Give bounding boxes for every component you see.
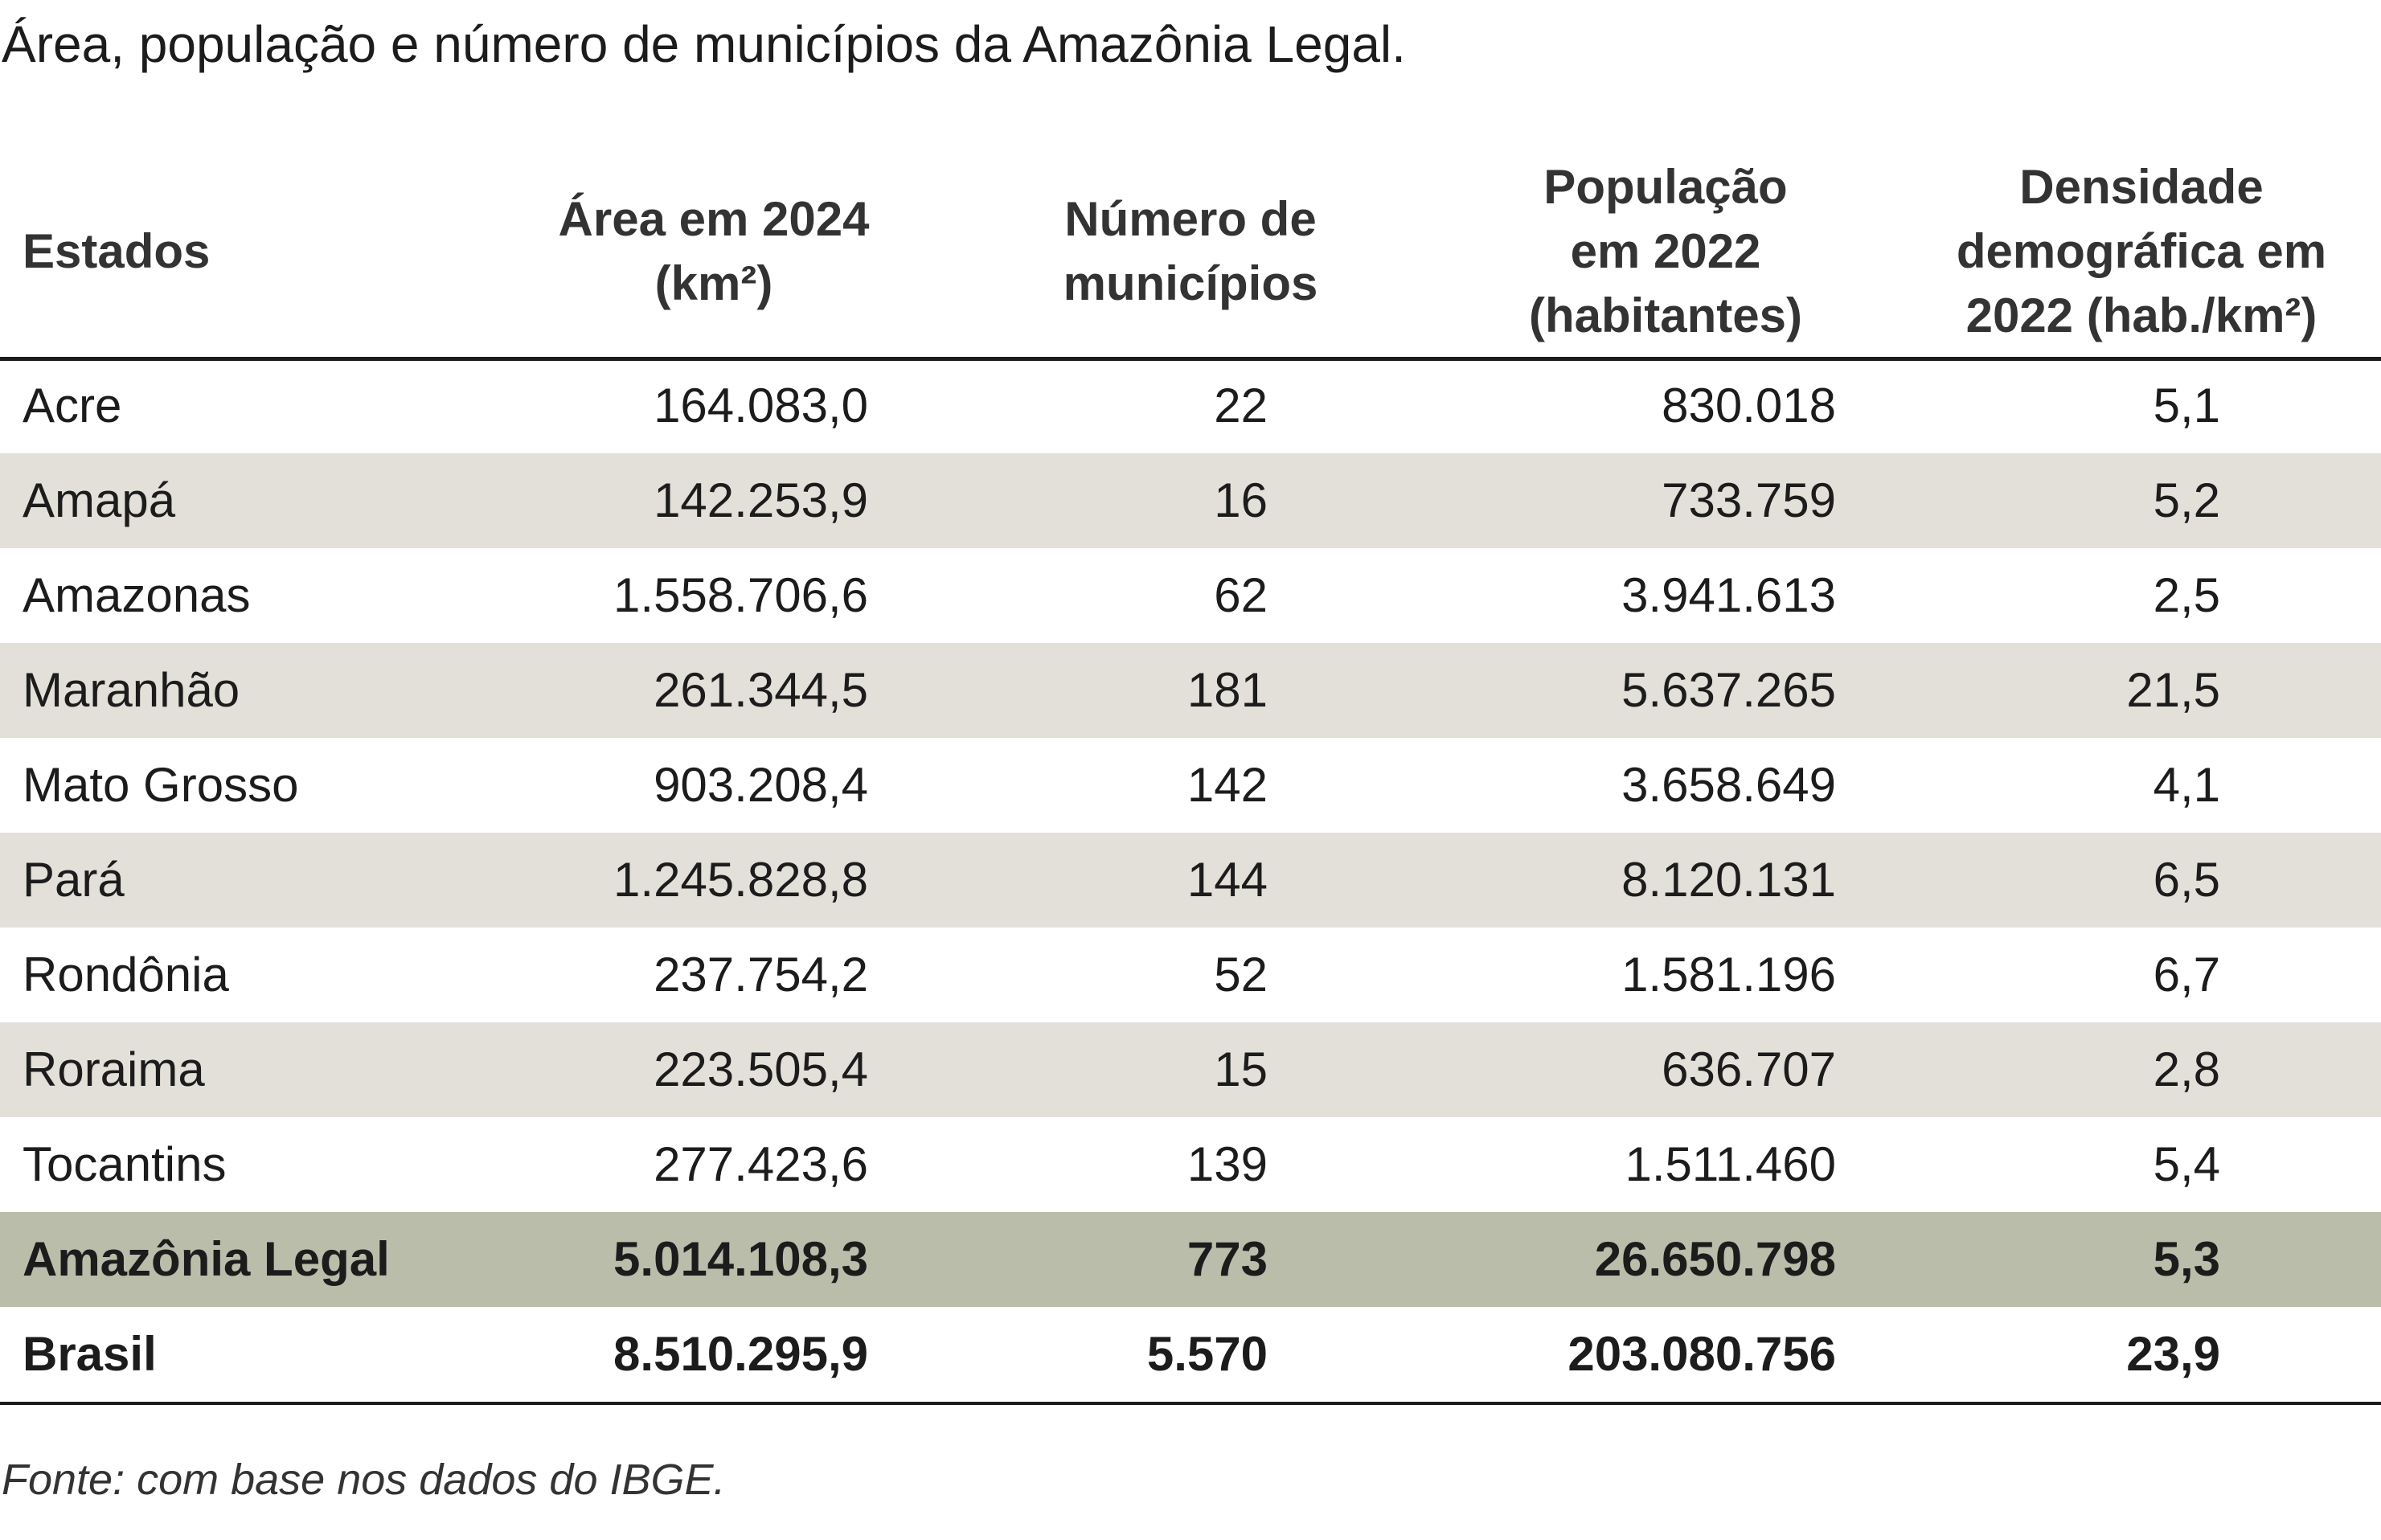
row-label: Tocantins [23, 1137, 227, 1191]
header-rule [0, 357, 2381, 361]
table-cell: 2,5 [2153, 568, 2220, 622]
column-header: Área em 2024 (km²) [558, 192, 870, 310]
table-cell: 16 [1214, 473, 1268, 527]
table-row: Tocantins 277.423,6 139 1.511.460 5,4 [0, 1117, 2381, 1212]
table-row: Pará 1.245.828,8 144 8.120.131 6,5 [0, 833, 2381, 928]
row-label: Amazônia Legal [23, 1232, 390, 1286]
table-title: Área, população e número de municípios d… [2, 15, 1406, 73]
table-cell: 5.014.108,3 [613, 1232, 868, 1286]
table-cell: 22 [1214, 379, 1268, 432]
table-cell: 830.018 [1662, 379, 1836, 432]
row-label: Rondônia [23, 948, 229, 1001]
table-row: Mato Grosso 903.208,4 142 3.658.649 4,1 [0, 738, 2381, 833]
table-cell: 773 [1186, 1232, 1268, 1286]
table-row: Amapá 142.253,9 16 733.759 5,2 [0, 453, 2381, 548]
table-cell: 2,8 [2153, 1042, 2220, 1096]
table-cell: 5,3 [2153, 1232, 2220, 1286]
column-header: Estados [23, 224, 211, 278]
table-cell: 636.707 [1662, 1042, 1836, 1096]
table-cell: 1.511.460 [1625, 1137, 1836, 1191]
table-row: Amazônia Legal 5.014.108,3 773 26.650.798 5,… [0, 1212, 2381, 1307]
table-row: Amazonas 1.558.706,6 62 3.941.613 2,5 [0, 548, 2381, 643]
table-cell: 733.759 [1662, 473, 1836, 527]
table-cell: 1.245.828,8 [613, 853, 868, 907]
table-cell: 6,7 [2153, 948, 2220, 1001]
table-cell: 8.120.131 [1621, 853, 1836, 907]
table-cell: 903.208,4 [654, 758, 868, 812]
table-cell: 261.344,5 [654, 663, 868, 717]
table-cell: 5,1 [2153, 379, 2220, 432]
table-cell: 1.581.196 [1621, 948, 1836, 1001]
table-cell: 1.558.706,6 [613, 568, 868, 622]
table-cell: 139 [1186, 1137, 1268, 1191]
table-cell: 164.083,0 [654, 379, 868, 432]
table-cell: 5.570 [1146, 1327, 1268, 1381]
table-cell: 62 [1214, 568, 1268, 622]
row-label: Pará [23, 853, 125, 907]
table-row: Brasil 8.510.295,9 5.570 203.080.756 23,9 [0, 1307, 2381, 1402]
row-label: Maranhão [23, 663, 240, 717]
table-cell: 223.505,4 [654, 1042, 868, 1096]
table-cell: 144 [1186, 853, 1268, 907]
column-header: Número de municípios [1063, 192, 1318, 310]
row-label: Acre [23, 379, 122, 432]
table-cell: 142.253,9 [654, 473, 868, 527]
table-cell: 3.941.613 [1621, 568, 1836, 622]
bottom-rule [0, 1402, 2381, 1405]
table-cell: 181 [1186, 663, 1268, 717]
table-cell: 21,5 [2126, 663, 2220, 717]
table-cell: 4,1 [2153, 758, 2220, 812]
table-cell: 203.080.756 [1568, 1327, 1836, 1381]
row-label: Amapá [23, 473, 176, 527]
table-cell: 5,2 [2153, 473, 2220, 527]
table-row: Rondônia 237.754,2 52 1.581.196 6,7 [0, 928, 2381, 1022]
row-label: Amazonas [23, 568, 251, 622]
table-cell: 15 [1214, 1042, 1268, 1096]
table-cell: 5.637.265 [1621, 663, 1836, 717]
table-cell: 8.510.295,9 [613, 1327, 868, 1381]
table-cell: 237.754,2 [654, 948, 868, 1001]
row-label: Brasil [23, 1327, 157, 1381]
source-note: Fonte: com base nos dados do IBGE. [2, 1456, 726, 1504]
table-cell: 26.650.798 [1594, 1232, 1836, 1286]
table-cell: 142 [1186, 758, 1268, 812]
table-cell: 23,9 [2126, 1327, 2220, 1381]
table-cell: 3.658.649 [1621, 758, 1836, 812]
table-cell: 52 [1214, 948, 1268, 1001]
table-row: Acre 164.083,0 22 830.018 5,1 [0, 358, 2381, 453]
row-label: Mato Grosso [23, 758, 299, 812]
column-header: População em 2022 (habitantes) [1528, 160, 1803, 342]
table-row: Roraima 223.505,4 15 636.707 2,8 [0, 1022, 2381, 1117]
row-label: Roraima [23, 1042, 205, 1096]
table-cell: 6,5 [2153, 853, 2220, 907]
table-cell: 277.423,6 [654, 1137, 868, 1191]
table-row: Maranhão 261.344,5 181 5.637.265 21,5 [0, 643, 2381, 738]
column-header: Densidade demográfica em 2022 (hab./km²) [1956, 160, 2327, 342]
table-cell: 5,4 [2153, 1137, 2220, 1191]
